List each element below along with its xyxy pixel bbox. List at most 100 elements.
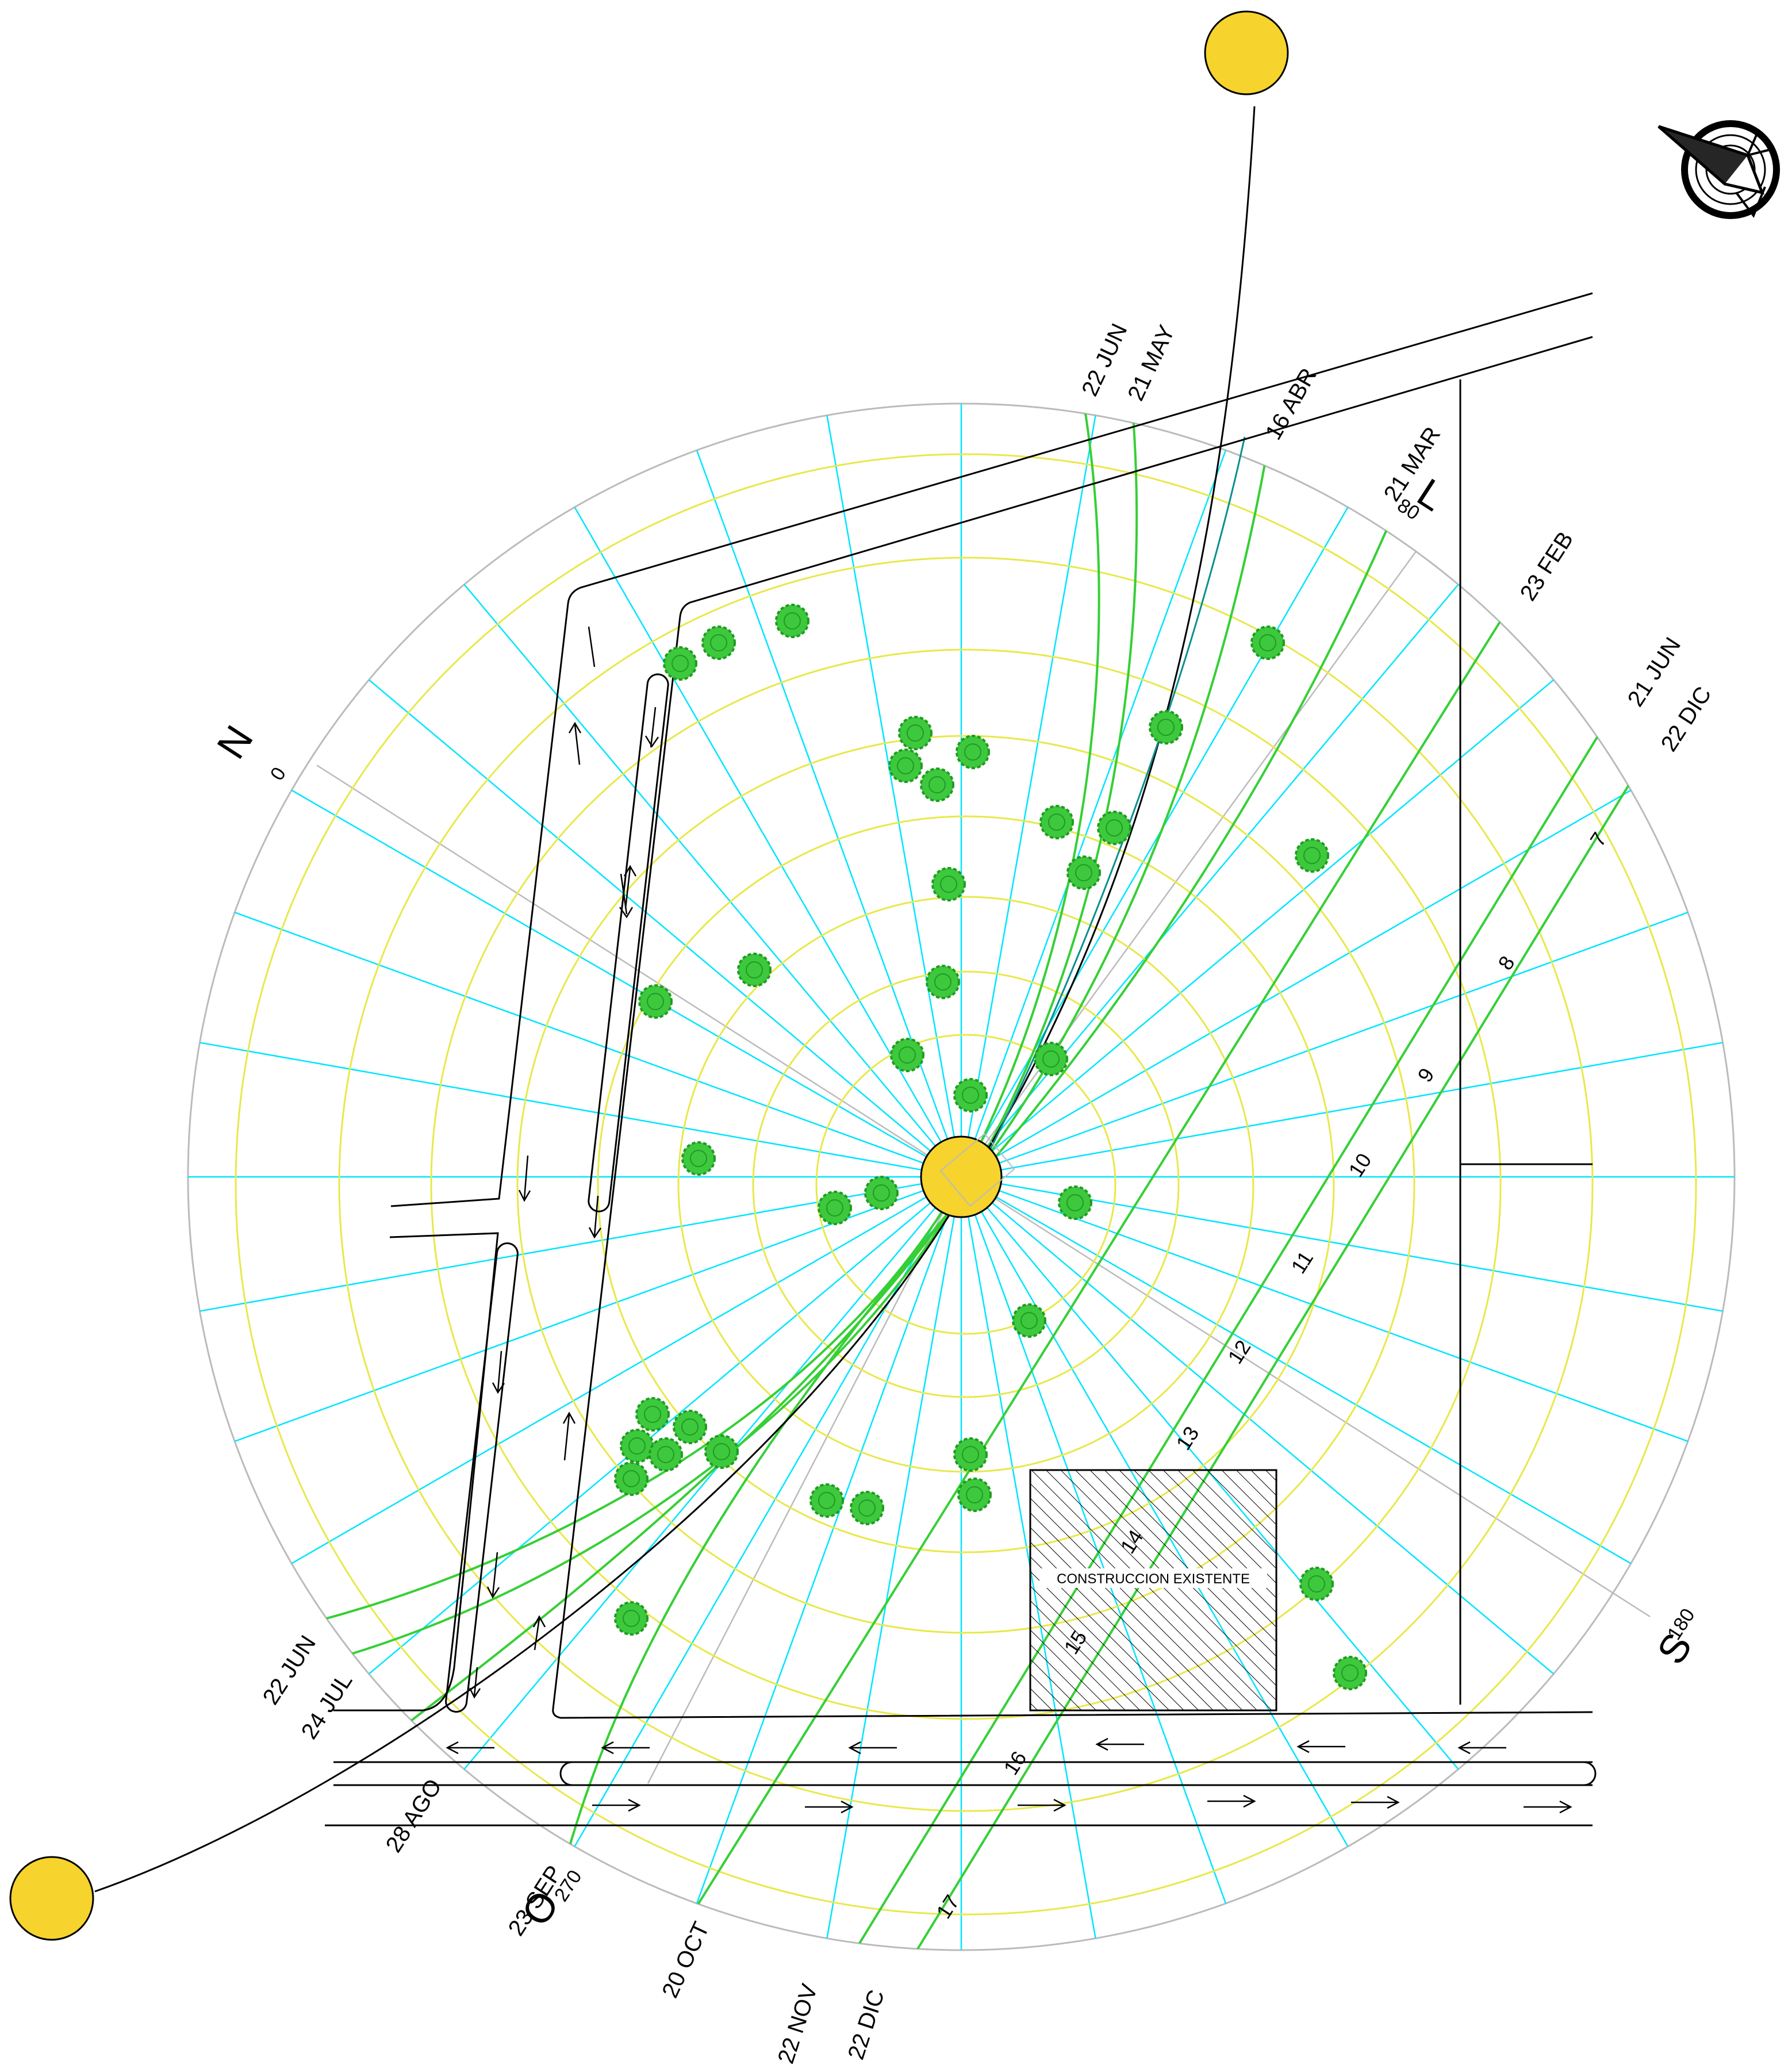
azimuth-ray: [234, 911, 962, 1178]
trees: [614, 604, 1367, 1690]
tree-icon: [673, 1410, 707, 1444]
arrow-icon: [562, 1411, 576, 1461]
azimuth-ray: [961, 1042, 1723, 1178]
date-label: 20 OCT: [657, 1918, 714, 2002]
hour-arc: [752, 970, 1180, 1398]
tree-icon: [957, 1478, 992, 1512]
arrow-icon: [848, 1741, 897, 1755]
date-label: 22 DIC: [1656, 682, 1717, 756]
azimuth-ray: [574, 1176, 962, 1847]
hour-arc: [815, 1034, 1116, 1335]
date-curve: [689, 597, 1516, 1918]
azimuth-ray: [291, 1176, 962, 1564]
hour-label: 16: [999, 1747, 1031, 1779]
date-label: 22 DIC: [843, 1987, 889, 2063]
traffic-arrows: [446, 626, 1572, 1814]
north-label: N: [208, 717, 262, 766]
tree-icon: [850, 1491, 884, 1525]
azimuth-ray: [463, 584, 962, 1177]
azimuth-ray: [961, 679, 1555, 1177]
sun-icon: [1204, 10, 1289, 95]
tree-icon: [1012, 1303, 1046, 1338]
date-label: 24 JUL: [297, 1669, 358, 1744]
tree-icon: [1097, 811, 1131, 845]
azimuth-ray: [961, 1176, 1555, 1675]
tree-icon: [1039, 805, 1074, 839]
tree-icon: [775, 604, 809, 638]
arrow-icon: [623, 865, 637, 909]
arrow-icon: [1296, 1740, 1345, 1753]
arrow-icon: [492, 1350, 505, 1394]
hour-arc: [338, 557, 1594, 1812]
date-label: 23 SEP: [504, 1861, 567, 1940]
arrow-icon: [1457, 1741, 1506, 1755]
tree-icon: [888, 749, 923, 783]
tree-icon: [737, 953, 772, 987]
tree-icon: [1066, 855, 1101, 890]
date-label: 23 FEB: [1515, 527, 1579, 605]
arrow-icon: [568, 722, 582, 765]
tree-icon: [1058, 1185, 1092, 1220]
tree-icon: [1333, 1656, 1367, 1690]
building-label: CONSTRUCCION EXISTENTE: [1057, 1571, 1250, 1587]
hour-label: 7: [1585, 828, 1611, 850]
azimuth-ray: [696, 1176, 962, 1904]
tree-icon: [635, 1397, 670, 1432]
tree-icon: [890, 1038, 924, 1072]
tree-icon: [663, 646, 697, 681]
tree-icon: [953, 1078, 988, 1112]
tree-icon: [704, 1434, 739, 1469]
hour-label: 11: [1286, 1247, 1318, 1278]
existing-building: CONSTRUCCION EXISTENTE: [1029, 1469, 1277, 1712]
tree-icon: [614, 1461, 649, 1496]
azimuth-ray: [368, 679, 962, 1177]
north-degree: 0: [266, 763, 290, 785]
date-curve: [316, 404, 1100, 1622]
arrow-icon: [588, 1195, 602, 1239]
azimuth-ray: [961, 584, 1459, 1177]
arrow-icon: [1018, 1798, 1066, 1812]
tree-icon: [701, 626, 736, 660]
hour-label: 9: [1413, 1064, 1438, 1086]
arrow-icon: [1207, 1794, 1256, 1808]
tree-icon: [818, 1191, 852, 1225]
azimuth-ray: [574, 507, 962, 1177]
arrow-icon: [588, 626, 596, 667]
arrow-icon: [1095, 1737, 1144, 1751]
tree-icon: [1250, 626, 1285, 660]
date-label: 22 JUN: [258, 1631, 321, 1709]
tree-icon: [926, 965, 960, 999]
azimuth-ray: [291, 789, 962, 1178]
azimuth-ray: [826, 415, 962, 1177]
date-curve: [881, 749, 1651, 1950]
hour-arc: [516, 735, 1415, 1634]
tree-icon: [1034, 1042, 1068, 1076]
site-boundary: [325, 292, 1597, 1827]
date-label: 21 JUN: [1623, 633, 1686, 711]
arrow-icon: [592, 1798, 641, 1812]
hour-arc: [430, 649, 1502, 1720]
date-label: 21 MAY: [1123, 321, 1180, 405]
date-label: 28 AGO: [381, 1775, 447, 1857]
hour-arcs: [235, 453, 1697, 1916]
arrow-icon: [805, 1800, 854, 1814]
hour-arc: [597, 815, 1335, 1553]
arrow-icon: [518, 1155, 531, 1202]
cardinal-axis-lines: [316, 551, 1651, 1784]
arrow-icon: [601, 1741, 650, 1755]
azimuth-ray: [961, 789, 1632, 1178]
tree-icon: [864, 1176, 899, 1210]
tree-icon: [1299, 1567, 1334, 1601]
hour-arc: [677, 896, 1254, 1473]
azimuth-ray: [960, 1176, 1096, 1939]
compass-rose-icon: [1657, 120, 1780, 219]
tree-icon: [1295, 838, 1329, 873]
tree-icon: [681, 1141, 716, 1176]
azimuth-ray: [826, 1176, 962, 1939]
azimuth-ray: [960, 450, 1227, 1177]
tree-icon: [920, 768, 954, 802]
tree-icon: [898, 716, 933, 750]
tree-icon: [614, 1601, 649, 1636]
arrow-icon: [1351, 1795, 1400, 1809]
arrow-icon: [469, 1667, 481, 1699]
